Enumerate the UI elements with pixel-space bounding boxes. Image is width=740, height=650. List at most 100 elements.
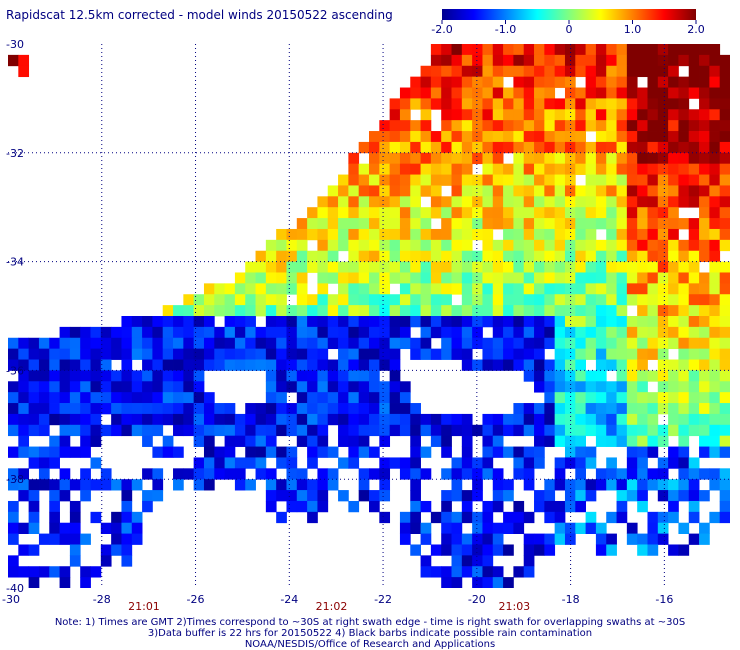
heatmap-cell [606, 435, 617, 447]
heatmap-cell [399, 533, 411, 545]
heatmap-cell [90, 359, 102, 371]
heatmap-cell [503, 228, 514, 241]
heatmap-cell [8, 446, 19, 458]
heatmap-cell [503, 131, 514, 143]
heatmap-cell [544, 44, 556, 56]
heatmap-cell [575, 370, 586, 382]
heatmap-cell [575, 44, 586, 56]
heatmap-cell [173, 479, 184, 491]
heatmap-cell [348, 370, 360, 382]
heatmap-cell [678, 185, 690, 197]
heatmap-cell [709, 54, 721, 67]
heatmap-cell [348, 174, 360, 186]
heatmap-cell [482, 424, 494, 437]
heatmap-cell [173, 403, 184, 415]
heatmap-cell [657, 305, 669, 317]
heatmap-cell [482, 566, 494, 578]
heatmap-cell [544, 392, 556, 404]
heatmap-cell [369, 370, 380, 382]
heatmap-cell [595, 337, 607, 350]
heatmap-cell [472, 250, 483, 262]
heatmap-cell [100, 348, 112, 360]
heatmap-cell [296, 381, 308, 393]
heatmap-cell [369, 272, 380, 284]
heatmap-cell [699, 152, 710, 165]
heatmap-cell [193, 326, 205, 339]
heatmap-cell [80, 479, 91, 491]
heatmap-cell [482, 446, 494, 458]
heatmap-cell [595, 294, 607, 306]
heatmap-cell [709, 403, 721, 415]
heatmap-cell [410, 348, 421, 360]
heatmap-cell [193, 424, 205, 437]
heatmap-cell [111, 479, 122, 491]
heatmap-cell [668, 500, 679, 513]
heatmap-cell [28, 577, 40, 588]
heatmap-cell [111, 370, 122, 382]
heatmap-cell [276, 337, 287, 350]
heatmap-cell [513, 446, 525, 458]
heatmap-cell [193, 316, 205, 328]
heatmap-cell [678, 174, 690, 186]
heatmap-cell [183, 337, 195, 350]
heatmap-cell [348, 446, 360, 458]
heatmap-cell [699, 250, 710, 262]
heatmap-cell [606, 250, 617, 262]
heatmap-cell [482, 305, 494, 317]
heatmap-cell [503, 54, 514, 67]
heatmap-cell [492, 120, 504, 132]
heatmap-cell [234, 272, 246, 284]
heatmap-cell [111, 511, 122, 524]
heatmap-cell [152, 381, 164, 393]
heatmap-cell [111, 381, 122, 393]
heatmap-cell [441, 131, 452, 143]
heatmap-cell [709, 359, 721, 371]
heatmap-cell [699, 326, 710, 339]
heatmap-cell [637, 479, 648, 491]
heatmap-cell [461, 348, 473, 360]
heatmap-cell [616, 141, 628, 154]
heatmap-cell [719, 131, 730, 143]
heatmap-cell [152, 479, 164, 491]
heatmap-cell [389, 163, 401, 175]
heatmap-cell [317, 294, 329, 306]
heatmap-cell [410, 490, 421, 502]
heatmap-cell [214, 359, 225, 371]
heatmap-cell [420, 131, 432, 143]
heatmap-cell [503, 446, 514, 458]
heatmap-cell [183, 381, 195, 393]
heatmap-cell [688, 44, 700, 56]
heatmap-cell [327, 218, 339, 230]
heatmap-cell [430, 544, 442, 556]
heatmap-cell [245, 316, 256, 328]
heatmap-cell [688, 109, 700, 121]
heatmap-cell [420, 109, 432, 121]
heatmap-cell [554, 305, 566, 317]
heatmap-cell [224, 348, 236, 360]
heatmap-cell [513, 239, 525, 252]
heatmap-cell [554, 533, 566, 545]
heatmap-cell [451, 196, 463, 208]
heatmap-cell [358, 446, 370, 458]
heatmap-cell [503, 316, 514, 328]
heatmap-cell [688, 359, 700, 371]
heatmap-cell [307, 294, 318, 306]
heatmap-cell [420, 87, 432, 99]
heatmap-cell [276, 294, 287, 306]
heatmap-cell [410, 185, 421, 197]
heatmap-cell [482, 577, 494, 588]
heatmap-cell [245, 457, 256, 469]
heatmap-cell [595, 120, 607, 132]
heatmap-cell [420, 185, 432, 197]
heatmap-cell [699, 413, 710, 426]
heatmap-cell [616, 98, 628, 110]
heatmap-cell [668, 337, 679, 350]
heatmap-cell [69, 381, 81, 393]
heatmap-cell [38, 468, 50, 480]
heatmap-cell [265, 446, 277, 458]
heatmap-cell [152, 446, 164, 458]
heatmap-cell [688, 272, 700, 284]
heatmap-cell [461, 533, 473, 545]
heatmap-cell [637, 218, 648, 230]
heatmap-cell [276, 457, 287, 469]
